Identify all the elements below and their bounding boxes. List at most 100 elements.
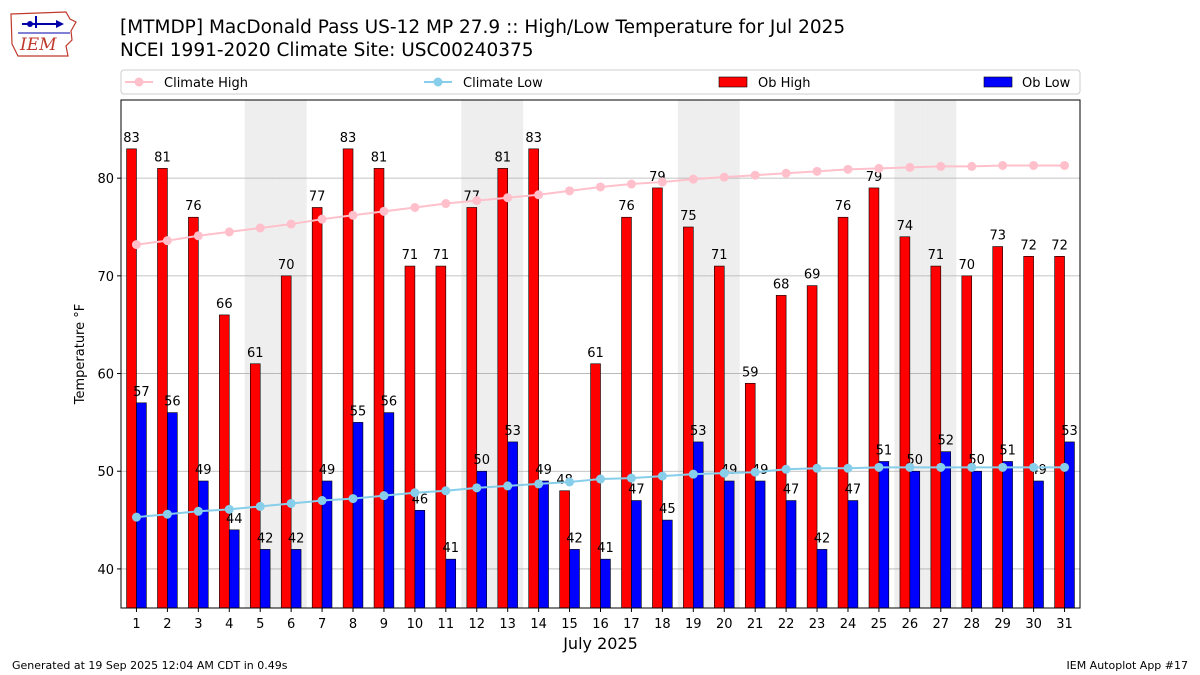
ob-high-bar xyxy=(250,363,261,609)
ob-low-bar xyxy=(878,461,890,609)
ob-high-bar xyxy=(961,275,973,609)
x-tick-label: 9 xyxy=(380,617,388,632)
ob-high-label: 61 xyxy=(587,346,604,361)
x-tick-label: 15 xyxy=(561,617,578,632)
ob-low-bar xyxy=(847,500,859,609)
ob-high-bar xyxy=(992,246,1003,609)
ob-high-bar xyxy=(868,187,880,609)
ob-high-label: 72 xyxy=(1020,238,1037,253)
ob-high-label: 81 xyxy=(494,150,511,165)
x-tick-label: 21 xyxy=(747,617,764,632)
x-tick-label: 8 xyxy=(349,617,357,632)
ob-high-bar xyxy=(528,148,539,609)
ob-low-bar xyxy=(352,422,364,609)
ob-low-label: 55 xyxy=(350,404,367,419)
ob-high-bar xyxy=(837,216,849,609)
climate-low-point xyxy=(998,462,1008,472)
legend-ob-low-swatch xyxy=(983,76,1013,88)
ob-high-bar xyxy=(559,490,570,609)
ob-low-label: 56 xyxy=(164,395,181,410)
ob-low-bar xyxy=(1033,480,1044,609)
y-tick-label: 40 xyxy=(97,563,114,578)
ob-high-label: 70 xyxy=(278,258,295,273)
ob-low-label: 50 xyxy=(473,453,490,468)
y-axis-label: Temperature °F xyxy=(73,304,88,405)
climate-low-point xyxy=(348,494,358,504)
ob-low-label: 49 xyxy=(195,463,212,478)
ob-high-label: 83 xyxy=(525,131,542,146)
ob-high-label: 74 xyxy=(897,219,914,234)
x-tick-label: 25 xyxy=(871,617,888,632)
ob-low-bar xyxy=(785,500,797,609)
climate-high-point xyxy=(565,186,575,196)
ob-low-label: 51 xyxy=(999,443,1016,458)
ob-high-bar xyxy=(157,168,168,609)
climate-high-point xyxy=(596,182,605,192)
x-tick-label: 22 xyxy=(778,617,795,632)
ob-low-bar xyxy=(445,558,457,609)
ob-low-label: 47 xyxy=(628,483,645,498)
ob-high-label: 71 xyxy=(711,248,728,263)
climate-high-point xyxy=(162,236,172,246)
chart-subtitle: NCEI 1991-2020 Climate Site: USC00240375 xyxy=(120,40,534,61)
climate-low-point xyxy=(162,509,172,519)
ob-high-label: 75 xyxy=(680,209,697,224)
climate-high-point xyxy=(843,164,853,174)
climate-low-point xyxy=(1060,462,1070,472)
x-tick-label: 1 xyxy=(132,617,140,632)
ob-high-label: 76 xyxy=(618,199,635,214)
climate-high-point xyxy=(472,196,482,206)
ob-high-label: 71 xyxy=(433,248,450,263)
ob-low-bar xyxy=(693,441,704,609)
climate-high-point xyxy=(410,202,420,212)
climate-high-point xyxy=(688,174,698,184)
x-tick-label: 12 xyxy=(468,617,485,632)
ob-low-bar xyxy=(507,441,518,609)
ob-low-bar xyxy=(228,529,240,609)
climate-high-point xyxy=(967,161,977,171)
x-tick-label: 5 xyxy=(256,617,264,632)
ob-high-bar xyxy=(188,216,199,609)
ob-low-label: 44 xyxy=(226,512,243,527)
ob-high-bar xyxy=(280,275,292,609)
ob-high-label: 66 xyxy=(216,297,233,312)
legend-climate-high-marker xyxy=(134,77,144,87)
climate-low-point xyxy=(317,496,327,506)
climate-low-point xyxy=(441,486,451,496)
climate-high-point xyxy=(998,160,1008,170)
ob-low-bar xyxy=(198,480,209,609)
iowa-map-logo-icon: IEM xyxy=(10,11,77,57)
x-tick-label: 23 xyxy=(809,617,826,632)
y-tick-label: 60 xyxy=(97,368,114,383)
climate-high-point xyxy=(812,166,822,176)
ob-low-label: 49 xyxy=(535,463,552,478)
y-tick-label: 70 xyxy=(97,270,114,285)
ob-high-bar xyxy=(775,295,787,609)
climate-low-point xyxy=(750,467,760,477)
ob-low-label: 42 xyxy=(566,531,583,546)
ob-high-bar xyxy=(590,363,601,609)
ob-high-bar xyxy=(404,265,416,609)
climate-high-point xyxy=(348,210,358,220)
climate-low-point xyxy=(503,481,513,491)
ob-low-label: 42 xyxy=(814,531,831,546)
ob-high-label: 71 xyxy=(928,248,945,263)
x-tick-label: 4 xyxy=(225,617,233,632)
x-tick-label: 18 xyxy=(654,617,671,632)
ob-high-label: 76 xyxy=(185,199,202,214)
ob-low-bar xyxy=(1002,461,1013,609)
ob-low-label: 57 xyxy=(133,385,150,400)
ob-high-bar xyxy=(683,226,694,609)
climate-low-point xyxy=(657,471,667,481)
ob-low-bar xyxy=(940,451,951,609)
chart-title: [MTMDP] MacDonald Pass US-12 MP 27.9 :: … xyxy=(120,17,846,38)
climate-high-point xyxy=(1029,160,1039,170)
ob-low-label: 41 xyxy=(597,541,614,556)
ob-low-bar xyxy=(538,480,549,609)
ob-low-label: 56 xyxy=(381,395,398,410)
ob-high-label: 76 xyxy=(835,199,852,214)
ob-low-bar xyxy=(136,402,147,609)
x-tick-label: 17 xyxy=(623,617,640,632)
ob-low-label: 45 xyxy=(659,502,676,517)
climate-low-point xyxy=(565,477,575,487)
